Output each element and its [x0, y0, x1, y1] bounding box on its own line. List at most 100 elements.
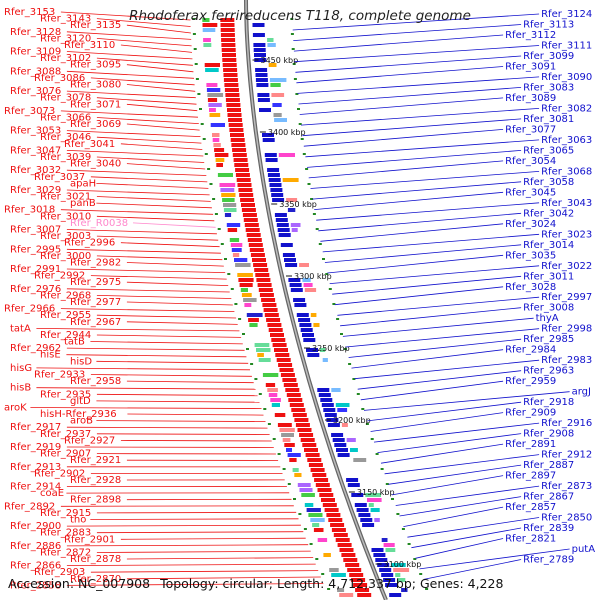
feature-block — [395, 573, 401, 577]
gene-label-left: Rfer_3120 — [40, 33, 91, 44]
feature-block — [306, 508, 321, 512]
forward-gene-block — [241, 203, 255, 207]
dot-marker — [209, 183, 213, 185]
leader-line-left — [96, 255, 223, 261]
leader-line-right — [296, 66, 504, 84]
dot-marker — [332, 303, 336, 305]
leader-line-left — [96, 215, 215, 222]
feature-block — [205, 68, 219, 72]
reverse-gene-block — [379, 568, 392, 572]
feature-block — [238, 278, 254, 282]
gene-label-left: Rfer_2917 — [10, 422, 61, 433]
leader-line-left — [96, 136, 202, 144]
dot-marker — [380, 468, 384, 470]
feature-block — [282, 438, 291, 442]
reverse-gene-block — [267, 168, 280, 172]
leader-line-left — [66, 189, 210, 196]
forward-gene-block — [341, 553, 356, 557]
leader-line-left — [120, 537, 306, 540]
feature-block — [212, 133, 220, 137]
reverse-gene-block — [302, 333, 314, 337]
forward-gene-block — [297, 428, 312, 432]
reverse-gene-block — [303, 338, 316, 342]
forward-gene-block — [312, 473, 327, 477]
feature-block — [329, 568, 339, 572]
feature-block — [397, 578, 406, 582]
leader-line-left — [66, 70, 195, 79]
feature-block — [271, 93, 285, 97]
dot-marker — [315, 558, 319, 560]
feature-block — [215, 158, 225, 162]
leader-line-right — [293, 34, 504, 52]
dot-marker — [385, 483, 389, 485]
feature-block — [224, 213, 232, 217]
gene-label-left: Rfer_2870 — [70, 574, 121, 585]
feature-block — [286, 448, 292, 452]
leader-line-left — [90, 77, 195, 86]
gene-label-left: Rfer_2996 — [64, 238, 115, 249]
feature-block — [302, 278, 311, 282]
feature-block — [257, 353, 264, 357]
forward-gene-block — [357, 593, 372, 597]
dot-marker — [250, 363, 254, 365]
dot-marker — [321, 573, 325, 575]
gene-label-left: Rfer_2933 — [34, 370, 85, 381]
forward-gene-block — [233, 158, 248, 162]
reverse-gene-block — [358, 513, 371, 517]
forward-gene-block — [226, 103, 241, 107]
leader-line-right — [303, 129, 504, 147]
leader-line-right — [340, 307, 522, 327]
gene-label-left: Rfer_2858 — [10, 580, 61, 591]
leader-line-right — [360, 380, 504, 401]
leader-line-left — [126, 24, 191, 34]
feature-block — [267, 43, 276, 47]
gene-label-right: Rfer_2963 — [523, 366, 574, 377]
gene-label-left: Rfer_3128 — [10, 27, 61, 38]
feature-block — [204, 63, 220, 67]
reverse-gene-block — [296, 313, 309, 317]
gene-label-left: Rfer_2976 — [10, 284, 61, 295]
dot-marker — [328, 288, 332, 290]
leader-line-left — [36, 328, 240, 332]
feature-block — [234, 258, 248, 262]
gene-label-left: Rfer_2898 — [70, 495, 121, 506]
reverse-gene-block — [331, 433, 344, 437]
gene-label-left: Rfer_2872 — [40, 548, 91, 559]
dot-marker — [391, 498, 394, 500]
gene-label-right: Rfer_3054 — [505, 156, 556, 167]
forward-gene-block — [221, 38, 236, 42]
gene-label-right: Rfer_2821 — [505, 534, 556, 545]
forward-gene-block — [353, 583, 368, 587]
reverse-gene-block — [362, 523, 375, 527]
leader-line-left — [60, 11, 191, 21]
gene-label-left: Rfer_3066 — [40, 113, 91, 124]
leader-line-right — [391, 475, 504, 496]
reverse-gene-block — [257, 98, 270, 102]
forward-gene-block — [307, 458, 322, 462]
gene-label-right: Rfer_3042 — [523, 208, 574, 219]
leader-line-left — [96, 235, 219, 241]
reverse-gene-block — [256, 83, 269, 87]
forward-gene-block — [223, 73, 238, 77]
forward-gene-block — [315, 483, 330, 487]
gene-label-right: Rfer_3099 — [523, 51, 574, 62]
kbp-tick-label: 3300 kbp — [294, 272, 332, 281]
dot-marker — [194, 63, 198, 65]
leader-line-left — [90, 374, 252, 377]
leader-line-left — [66, 563, 316, 566]
reverse-gene-block — [360, 518, 373, 522]
reverse-gene-block — [383, 578, 396, 582]
feature-block — [337, 408, 348, 412]
feature-block — [229, 238, 240, 242]
leader-line-left — [90, 275, 227, 280]
leader-line-left — [66, 354, 247, 358]
forward-gene-block — [236, 178, 251, 182]
gene-label-left: Rfer_3071 — [70, 99, 121, 110]
dot-marker — [318, 243, 322, 245]
reverse-gene-block — [381, 573, 394, 577]
feature-block — [313, 528, 324, 532]
gene-label-right: Rfer_2998 — [541, 324, 592, 335]
feature-block — [222, 198, 235, 202]
reverse-gene-block — [306, 348, 318, 352]
reverse-gene-block — [268, 178, 281, 182]
